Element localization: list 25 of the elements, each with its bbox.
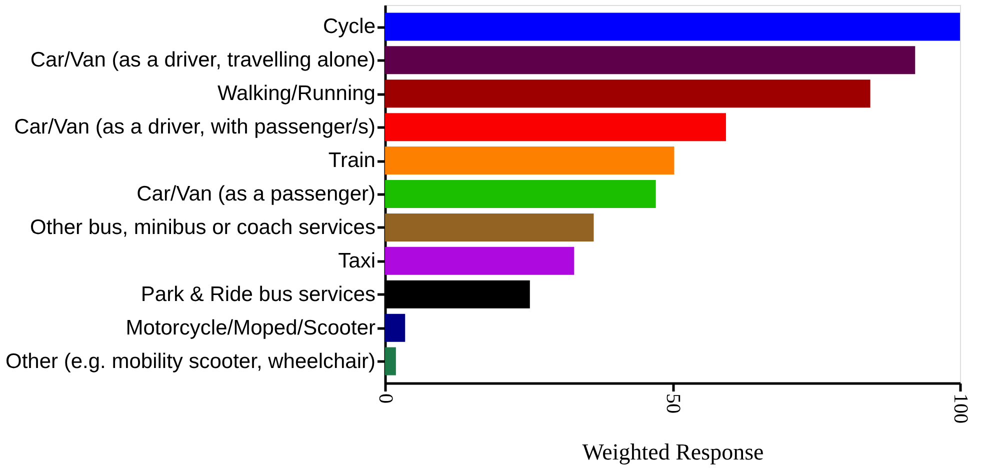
- bar: [385, 347, 396, 376]
- bar: [385, 246, 574, 275]
- y-tick-label: Other (e.g. mobility scooter, wheelchair): [6, 350, 376, 373]
- x-tick-label: 100: [950, 394, 972, 424]
- x-axis-title: Weighted Response: [582, 440, 764, 464]
- bar: [385, 180, 656, 208]
- bar: [385, 113, 726, 142]
- bar: [385, 213, 594, 242]
- y-tick-label: Taxi: [338, 249, 376, 272]
- x-tick-label: 0: [374, 394, 396, 404]
- y-tick-label: Other bus, minibus or coach services: [30, 216, 376, 239]
- y-tick-label: Walking/Running: [218, 82, 376, 106]
- y-tick-label: Car/Van (as a driver, with passenger/s): [14, 116, 376, 139]
- bar: [385, 80, 870, 108]
- bar: [385, 146, 674, 175]
- bar: [385, 12, 960, 41]
- y-tick-label: Train: [328, 149, 376, 172]
- y-tick-label: Car/Van (as a passenger): [136, 182, 376, 206]
- y-tick-label: Park & Ride bus services: [140, 282, 376, 306]
- bar: [385, 314, 406, 342]
- y-tick-label: Car/Van (as a driver, travelling alone): [30, 48, 376, 72]
- bar: [385, 46, 916, 74]
- x-tick-label: 50: [662, 394, 684, 414]
- y-tick-label: Cycle: [322, 15, 376, 38]
- y-tick-label: Motorcycle/Moped/Scooter: [126, 316, 376, 340]
